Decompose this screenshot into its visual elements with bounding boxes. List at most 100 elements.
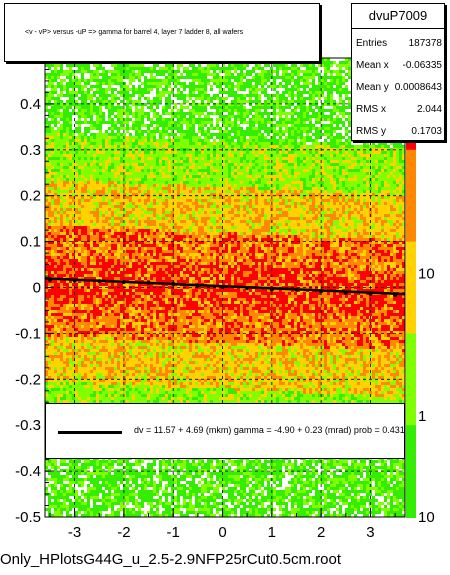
heatmap-cell xyxy=(345,169,348,172)
heatmap-cell xyxy=(306,100,309,103)
heatmap-cell xyxy=(336,157,339,160)
heatmap-cell xyxy=(219,88,222,91)
heatmap-cell xyxy=(282,136,285,139)
heatmap-cell xyxy=(378,148,381,151)
heatmap-cell xyxy=(318,82,321,85)
heatmap-cell xyxy=(309,127,312,130)
heatmap-cell xyxy=(114,121,117,124)
heatmap-cell xyxy=(261,127,264,130)
heatmap-cell xyxy=(381,154,384,157)
heatmap-cell xyxy=(63,175,66,178)
heatmap-cell xyxy=(114,109,117,112)
heatmap-cell xyxy=(300,121,303,124)
heatmap-cell xyxy=(258,127,261,130)
heatmap-cell xyxy=(138,115,141,118)
heatmap-cell xyxy=(291,70,294,73)
heatmap-cell xyxy=(219,124,222,127)
heatmap-cell xyxy=(54,157,57,160)
heatmap-cell xyxy=(324,106,327,109)
heatmap-cell xyxy=(243,64,246,67)
heatmap-cell xyxy=(78,97,81,100)
heatmap-cell xyxy=(276,178,279,181)
heatmap-cell xyxy=(279,154,282,157)
heatmap-cell xyxy=(279,160,282,163)
heatmap-cell xyxy=(204,70,207,73)
heatmap-cell xyxy=(165,88,168,91)
heatmap-cell xyxy=(132,82,135,85)
heatmap-cell xyxy=(252,151,255,154)
heatmap-cell xyxy=(216,145,219,148)
heatmap-cell xyxy=(330,157,333,160)
heatmap-cell xyxy=(369,169,372,172)
heatmap-cell xyxy=(159,163,162,166)
heatmap-cell xyxy=(309,145,312,148)
heatmap-cell xyxy=(288,139,291,142)
heatmap-cell xyxy=(135,178,138,181)
heatmap-cell xyxy=(207,166,210,169)
heatmap-cell xyxy=(93,127,96,130)
heatmap-cell xyxy=(45,67,48,70)
heatmap-cell xyxy=(81,121,84,124)
heatmap-cell xyxy=(99,64,102,67)
heatmap-cell xyxy=(72,97,75,100)
heatmap-cell xyxy=(162,76,165,79)
heatmap-cell xyxy=(225,127,228,130)
heatmap-cell xyxy=(312,118,315,121)
heatmap-cell xyxy=(267,151,270,154)
heatmap-cell xyxy=(312,67,315,70)
heatmap-cell xyxy=(93,88,96,91)
heatmap-cell xyxy=(132,178,135,181)
heatmap-cell xyxy=(309,97,312,100)
heatmap-cell xyxy=(81,73,84,76)
heatmap-cell xyxy=(246,73,249,76)
heatmap-cell xyxy=(324,160,327,163)
heatmap-cell xyxy=(282,142,285,145)
heatmap-cell xyxy=(189,139,192,142)
heatmap-cell xyxy=(120,145,123,148)
heatmap-cell xyxy=(258,145,261,148)
heatmap-cell xyxy=(66,163,69,166)
heatmap-cell xyxy=(195,118,198,121)
heatmap-cell xyxy=(144,136,147,139)
heatmap-cell xyxy=(45,97,48,100)
heatmap-cell xyxy=(243,130,246,133)
heatmap-cell xyxy=(171,157,174,160)
heatmap-cell xyxy=(165,118,168,121)
heatmap-cell xyxy=(207,160,210,163)
heatmap-cell xyxy=(339,106,342,109)
heatmap-cell xyxy=(219,181,222,184)
heatmap-cell xyxy=(225,172,228,175)
heatmap-cell xyxy=(69,163,72,166)
heatmap-cell xyxy=(207,181,210,184)
heatmap-cell xyxy=(300,64,303,67)
heatmap-cell xyxy=(201,67,204,70)
heatmap-cell xyxy=(204,145,207,148)
heatmap-cell xyxy=(327,82,330,85)
heatmap-cell xyxy=(108,88,111,91)
heatmap-cell xyxy=(198,61,201,64)
heatmap-cell xyxy=(252,175,255,178)
heatmap-cell xyxy=(384,148,387,151)
heatmap-cell xyxy=(57,145,60,148)
heatmap-cell xyxy=(108,130,111,133)
heatmap-cell xyxy=(174,97,177,100)
heatmap-cell xyxy=(339,142,342,145)
heatmap-cell xyxy=(147,91,150,94)
heatmap-cell xyxy=(255,118,258,121)
heatmap-cell xyxy=(273,70,276,73)
heatmap-cell xyxy=(219,151,222,154)
heatmap-cell xyxy=(390,178,393,181)
heatmap-cell xyxy=(81,163,84,166)
heatmap-cell xyxy=(186,88,189,91)
heatmap-cell xyxy=(213,112,216,115)
heatmap-cell xyxy=(363,175,366,178)
heatmap-cell xyxy=(210,142,213,145)
heatmap-cell xyxy=(114,160,117,163)
heatmap-cell xyxy=(252,94,255,97)
heatmap-cell xyxy=(168,172,171,175)
heatmap-cell xyxy=(93,106,96,109)
heatmap-cell xyxy=(315,178,318,181)
heatmap-cell xyxy=(372,166,375,169)
heatmap-cell xyxy=(327,172,330,175)
heatmap-cell xyxy=(153,70,156,73)
